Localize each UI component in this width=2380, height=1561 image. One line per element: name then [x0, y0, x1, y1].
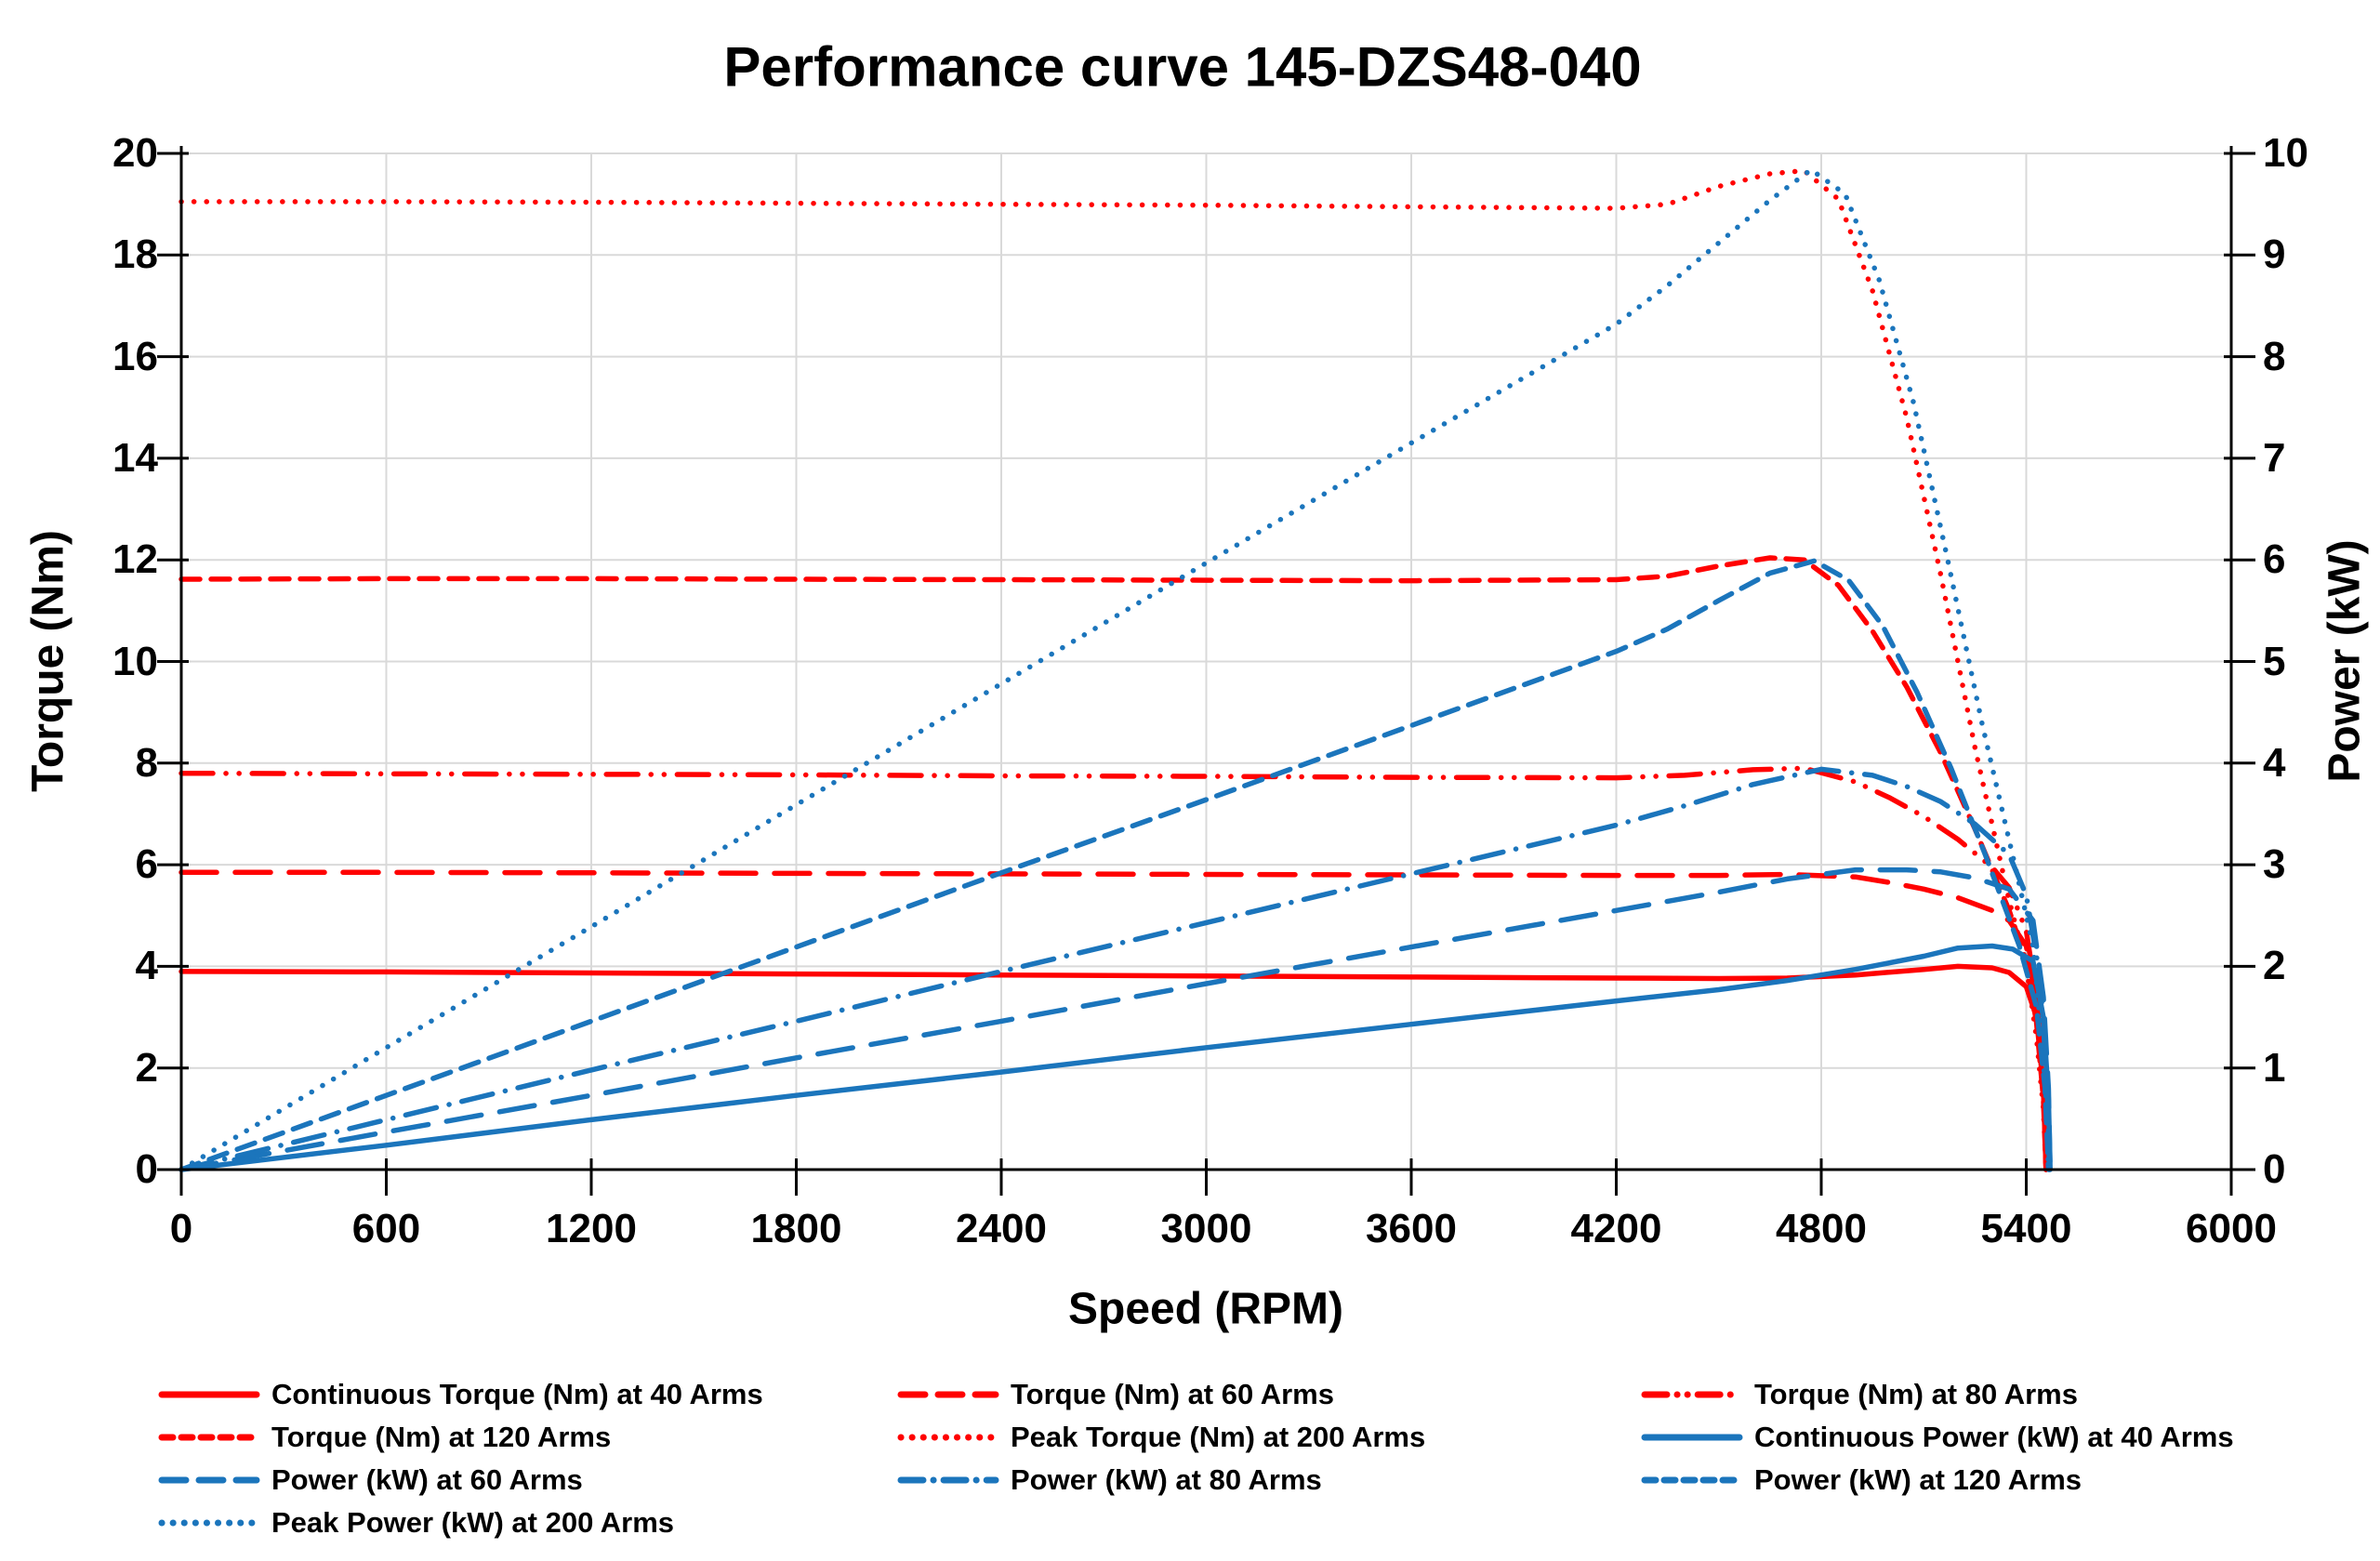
legend-item-power-kw-at-80-arms: Power (kW) at 80 Arms [897, 1462, 1322, 1498]
y-right-tick-label: 3 [2263, 841, 2286, 888]
y-left-tick-label: 0 [135, 1146, 158, 1192]
x-tick-label: 1200 [546, 1206, 637, 1251]
legend-label: Continuous Torque (Nm) at 40 Arms [271, 1378, 763, 1410]
x-tick-label: 6000 [2186, 1206, 2277, 1251]
y-right-tick-label: 8 [2263, 333, 2286, 379]
y-left-tick-label: 6 [135, 841, 158, 888]
x-tick-label: 600 [351, 1206, 421, 1251]
curve-torque-nm-at-120-arms [178, 555, 2049, 1172]
legend-marker [158, 1434, 260, 1441]
y-left-tick-label: 4 [135, 943, 158, 989]
curve-peak-torque-nm-at-200-arms [178, 167, 2049, 1172]
curve-torque-nm-at-80-arms [178, 765, 2049, 1172]
chart-title: Performance curve 145-DZS48-040 [723, 35, 1642, 99]
curve-power-kw-at-120-arms [178, 558, 2052, 1172]
legend-label: Peak Torque (Nm) at 200 Arms [1011, 1421, 1426, 1453]
x-tick-label: 1800 [750, 1206, 842, 1251]
y-right-tick-label: 6 [2263, 536, 2286, 583]
y-left-tick-label: 12 [112, 536, 158, 583]
legend-label: Peak Power (kW) at 200 Arms [271, 1506, 675, 1539]
x-tick-label: 4800 [1776, 1206, 1867, 1251]
legend-marker [1641, 1391, 1743, 1398]
legend-label: Power (kW) at 120 Arms [1754, 1463, 2082, 1496]
legend-marker [1641, 1434, 1743, 1441]
legend-item-peak-power-kw-at-200-arms: Peak Power (kW) at 200 Arms [158, 1505, 674, 1541]
legend-label: Torque (Nm) at 60 Arms [1011, 1378, 1334, 1410]
curve-torque-nm-at-60-arms [178, 869, 2049, 1172]
curve-peak-power-kw-at-200-arms [178, 166, 2052, 1172]
x-tick-label: 4200 [1570, 1206, 1662, 1251]
x-tick-label: 0 [169, 1206, 193, 1251]
y-right-tick-label: 2 [2263, 943, 2286, 989]
curve-power-kw-at-80-arms [178, 766, 2053, 1172]
legend-item-torque-nm-at-120-arms: Torque (Nm) at 120 Arms [158, 1420, 611, 1455]
legend-marker [897, 1391, 999, 1398]
x-tick-label: 5400 [1980, 1206, 2072, 1251]
y-right-tick-label: 10 [2263, 130, 2308, 176]
legend-item-continuous-torque-nm-at-40-arms: Continuous Torque (Nm) at 40 Arms [158, 1377, 763, 1412]
legend-item-peak-torque-nm-at-200-arms: Peak Torque (Nm) at 200 Arms [897, 1420, 1425, 1455]
x-tick-label: 3000 [1160, 1206, 1252, 1251]
legend-marker [897, 1476, 999, 1484]
legend-label: Continuous Power (kW) at 40 Arms [1754, 1421, 2234, 1453]
y-left-tick-label: 2 [135, 1044, 158, 1091]
y-left-tick-label: 10 [112, 638, 158, 684]
legend-marker [158, 1519, 260, 1527]
y-left-tick-label: 20 [112, 130, 158, 176]
y-left-tick-label: 8 [135, 739, 158, 786]
y-right-tick-label: 5 [2263, 638, 2286, 684]
y-left-tick-label: 14 [112, 434, 158, 481]
legend-marker [897, 1434, 999, 1441]
y-right-tick-label: 0 [2263, 1146, 2286, 1192]
legend-item-power-kw-at-60-arms: Power (kW) at 60 Arms [158, 1462, 583, 1498]
y-left-tick-label: 18 [112, 232, 158, 278]
legend-label: Torque (Nm) at 80 Arms [1754, 1378, 2078, 1410]
y-right-tick-label: 1 [2263, 1044, 2286, 1091]
legend-label: Power (kW) at 80 Arms [1011, 1463, 1322, 1496]
legend-item-continuous-power-kw-at-40-arms: Continuous Power (kW) at 40 Arms [1641, 1420, 2234, 1455]
legend-item-torque-nm-at-80-arms: Torque (Nm) at 80 Arms [1641, 1377, 2078, 1412]
y-right-tick-label: 7 [2263, 434, 2286, 481]
legend-item-power-kw-at-120-arms: Power (kW) at 120 Arms [1641, 1462, 2082, 1498]
y-left-tick-label: 16 [112, 333, 158, 379]
legend-item-torque-nm-at-60-arms: Torque (Nm) at 60 Arms [897, 1377, 1334, 1412]
curve-power-kw-at-60-arms [178, 866, 2053, 1172]
x-tick-label: 3600 [1366, 1206, 1457, 1251]
legend-label: Power (kW) at 60 Arms [271, 1463, 583, 1496]
x-tick-label: 2400 [956, 1206, 1047, 1251]
x-axis-title: Speed (RPM) [1067, 1284, 1344, 1334]
legend-marker [158, 1476, 260, 1484]
legend-label: Torque (Nm) at 120 Arms [271, 1421, 612, 1453]
y-right-tick-label: 9 [2263, 232, 2286, 278]
curve-continuous-power-kw-at-40-arms [178, 943, 2053, 1172]
y-right-tick-label: 4 [2263, 739, 2286, 786]
legend-marker [158, 1391, 260, 1398]
legend-marker [1641, 1476, 1743, 1484]
